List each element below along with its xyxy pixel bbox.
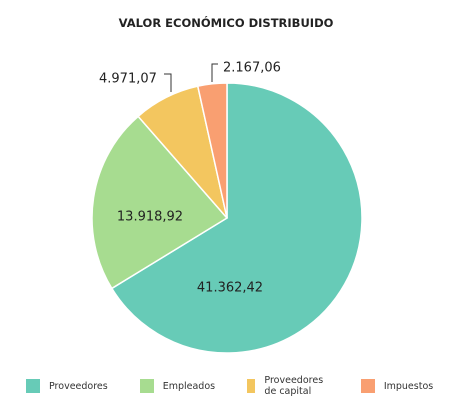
legend-swatch (247, 379, 256, 393)
legend-label: Empleados (162, 380, 216, 392)
data-label-empleados: 13.918,92 (117, 210, 183, 225)
leader-line-impuestos (211, 63, 218, 82)
pie-slice-empleados (91, 115, 229, 290)
pie-slice-impuestos (196, 82, 228, 219)
leader-line-proveedores-de-capital (164, 73, 172, 92)
data-label-proveedores: 41.362,42 (197, 281, 263, 296)
chart-legend: Proveedores Empleados Proveedores de capit… (26, 375, 452, 397)
legend-swatch (26, 379, 40, 393)
legend-swatch (139, 379, 154, 393)
legend-item-proveedores-de-capital: Proveedores de capital (247, 375, 329, 397)
data-label-impuestos: 2.167,06 (223, 61, 281, 76)
legend-label: Proveedores (49, 380, 108, 392)
legend-item-impuestos: Impuestos (360, 379, 434, 393)
legend-item-empleados: Empleados (139, 379, 216, 393)
legend-swatch (360, 379, 375, 393)
chart-title: VALOR ECONÓMICO DISTRIBUIDO (118, 16, 334, 30)
legend-label: Proveedores de capital (264, 375, 324, 397)
pie-slice-proveedores (110, 82, 363, 354)
legend-label: Impuestos (383, 380, 434, 392)
legend-item-proveedores: Proveedores (26, 379, 108, 393)
data-label-proveedores-de-capital: 4.971,07 (99, 72, 157, 87)
